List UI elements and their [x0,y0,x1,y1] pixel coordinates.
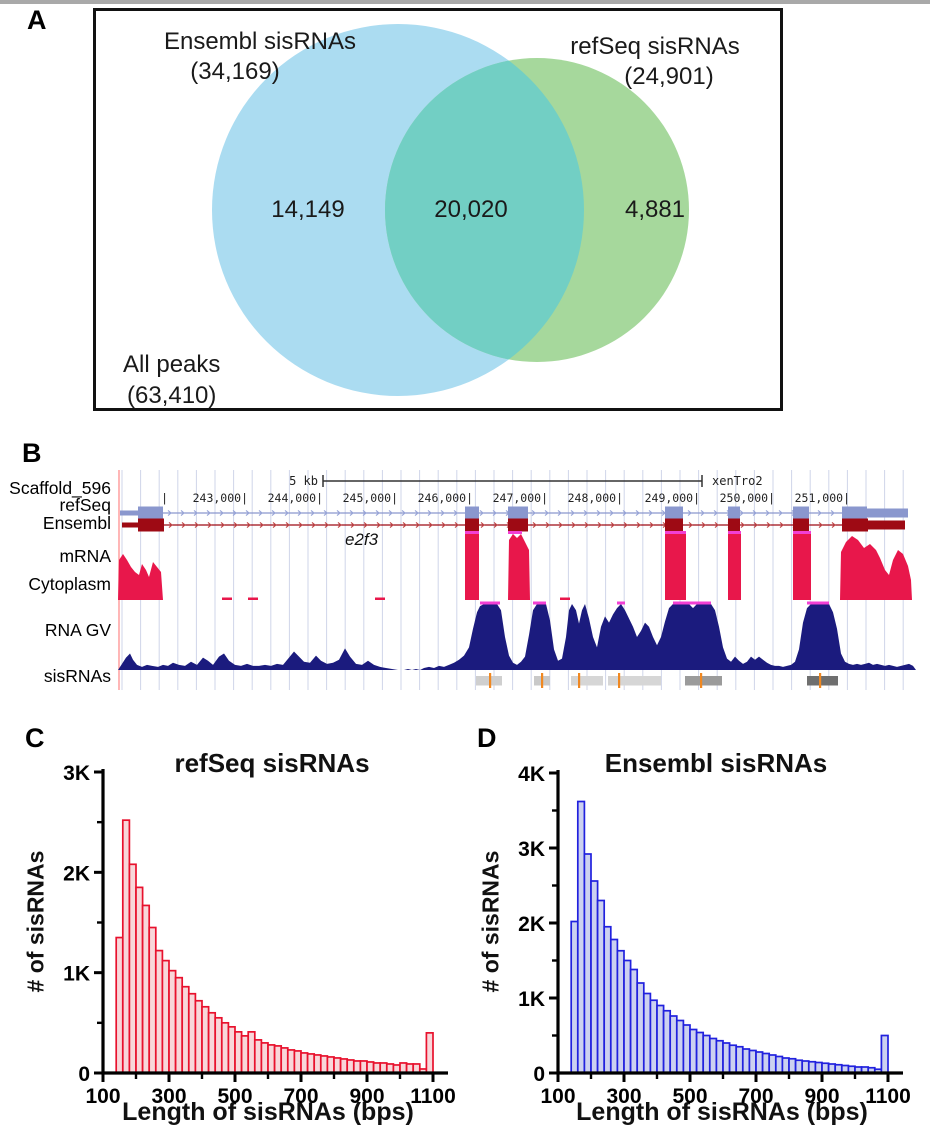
histogram-d-title: Ensembl sisRNAs [604,748,828,778]
svg-text:245,000|: 245,000| [343,491,398,505]
svg-text:100: 100 [85,1085,120,1108]
track-label-sisrnas: sisRNAs [43,666,111,686]
svg-text:3K: 3K [518,838,545,861]
svg-text:1K: 1K [518,988,545,1011]
svg-text:3K: 3K [63,762,90,785]
svg-text:1100: 1100 [410,1085,456,1108]
svg-text:1K: 1K [63,963,90,986]
venn-left-count: (34,169) [190,58,280,85]
track-label-ensembl: Ensembl [42,513,111,533]
svg-text:2K: 2K [518,913,545,936]
venn-right-only-value: 4,881 [624,196,686,223]
window-top-edge [0,0,930,4]
svg-text:0: 0 [533,1063,545,1086]
svg-text:250,000|: 250,000| [720,491,775,505]
venn-overlap-value: 20,020 [434,196,508,223]
panel-c-label: C [25,723,45,753]
svg-text:|: | [161,491,168,505]
svg-text:900: 900 [349,1085,384,1108]
track-label-rna-gv: RNA GV [44,620,111,640]
panel-a-label: A [27,5,47,35]
svg-text:251,000|: 251,000| [795,491,850,505]
svg-text:248,000|: 248,000| [568,491,623,505]
svg-text:249,000|: 249,000| [645,491,700,505]
svg-text:500: 500 [217,1085,252,1108]
track-label-refseq: refSeq [59,495,111,515]
svg-text:0: 0 [78,1063,90,1086]
venn-box: Ensembl sisRNAs (34,169) refSeq sisRNAs … [93,8,783,411]
svg-text:4K: 4K [518,763,545,786]
histogram-c-xlabel: Length of sisRNAs (bps) [122,1098,414,1126]
svg-text:300: 300 [151,1085,186,1108]
svg-text:244,000|: 244,000| [268,491,323,505]
histogram-c-title: refSeq sisRNAs [174,748,370,778]
venn-total-count: (63,410) [127,382,217,409]
venn-left-title: Ensembl sisRNAs [163,28,357,55]
svg-text:900: 900 [804,1085,839,1108]
svg-text:243,000|: 243,000| [193,491,248,505]
venn-left-only-value: 14,149 [271,196,345,223]
gene-name-label: e2f3 [345,530,379,549]
svg-text:2K: 2K [63,862,90,885]
svg-text:300: 300 [606,1085,641,1108]
track-label-scaffold: Scaffold_596 [9,478,111,498]
genome-browser-tracks: 5 kb xenTro2 | 243,000| 244,000| 245,000| 246,… [118,470,916,690]
svg-text:700: 700 [738,1085,773,1108]
svg-text:246,000|: 246,000| [418,491,473,505]
venn-right-count: (24,901) [624,63,714,90]
svg-text:247,000|: 247,000| [493,491,548,505]
svg-text:500: 500 [672,1085,707,1108]
histogram-d-xlabel: Length of sisRNAs (bps) [576,1098,868,1126]
venn-right-title: refSeq sisRNAs [570,33,740,60]
svg-text:1100: 1100 [865,1085,911,1108]
track-label-mrna: mRNA [59,546,111,566]
track-label-cytoplasm: Cytoplasm [28,574,111,594]
panel-d-label: D [477,723,497,753]
venn-total-title: All peaks [123,351,221,378]
panel-b-label: B [22,438,42,468]
venn-diagram [212,24,689,396]
svg-text:5 kb: 5 kb [289,474,318,488]
svg-text:700: 700 [283,1085,318,1108]
svg-text:100: 100 [540,1085,575,1108]
svg-text:xenTro2: xenTro2 [712,474,763,488]
